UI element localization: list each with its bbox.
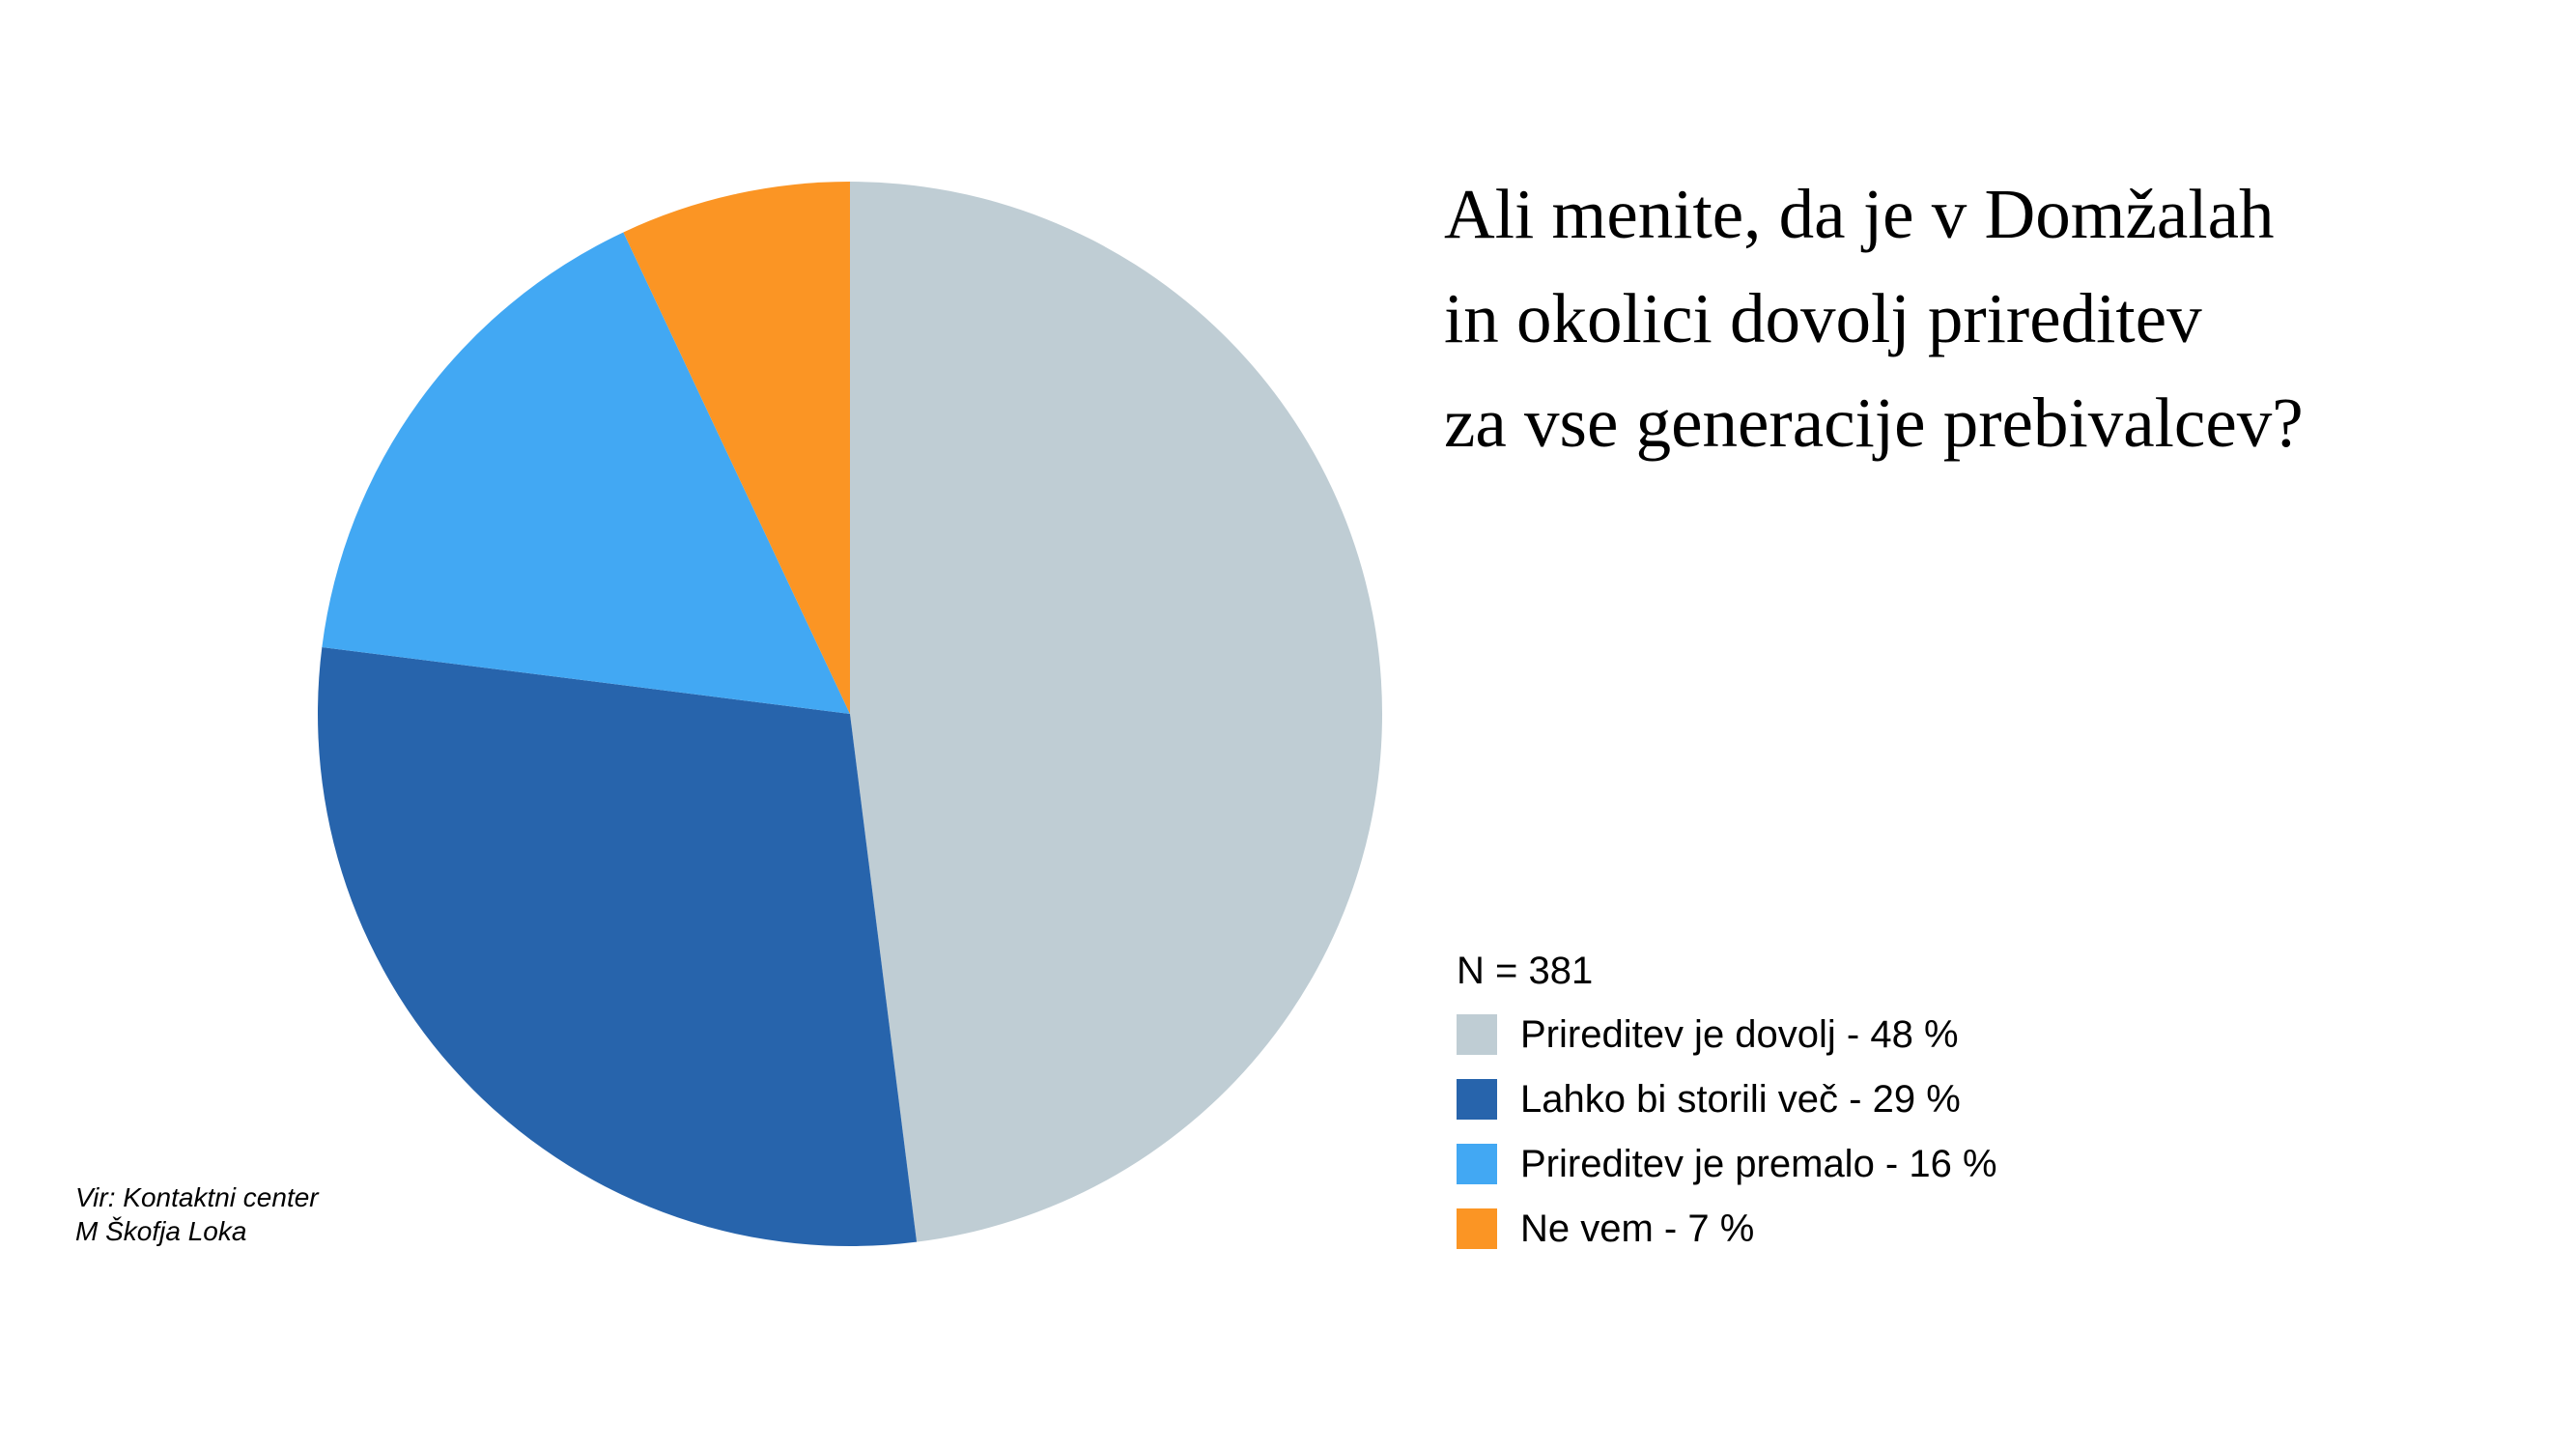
legend-swatch <box>1457 1014 1497 1055</box>
pie-slice <box>623 182 850 714</box>
legend-swatch <box>1457 1079 1497 1120</box>
chart-title-line: in okolici dovolj prireditev <box>1444 279 2202 357</box>
sample-size-label: N = 381 <box>1457 950 1594 992</box>
legend-label: Ne vem - 7 % <box>1520 1208 1755 1250</box>
chart-title: Ali menite, da je v Domžalah in okolici … <box>1444 162 2526 475</box>
source-line: M Škofja Loka <box>75 1216 247 1246</box>
legend-item: Ne vem - 7 % <box>1457 1203 1997 1255</box>
legend-item: Prireditev je dovolj - 48 % <box>1457 1009 1997 1061</box>
legend: N = 381 Prireditev je dovolj - 48 % Lahk… <box>1457 947 1997 1267</box>
legend-label: Lahko bi storili več - 29 % <box>1520 1078 1961 1121</box>
chart-title-line: Ali menite, da je v Domžalah <box>1444 175 2275 253</box>
legend-item: Lahko bi storili več - 29 % <box>1457 1073 1997 1125</box>
legend-swatch <box>1457 1144 1497 1184</box>
legend-item: Prireditev je premalo - 16 % <box>1457 1138 1997 1190</box>
pie-slice <box>317 646 918 1246</box>
legend-label: Prireditev je dovolj - 48 % <box>1520 1013 1959 1056</box>
legend-swatch <box>1457 1208 1497 1249</box>
source-note: Vir: Kontaktni center M Škofja Loka <box>75 1180 319 1248</box>
legend-label: Prireditev je premalo - 16 % <box>1520 1143 1997 1185</box>
source-line: Vir: Kontaktni center <box>75 1182 319 1212</box>
chart-title-line: za vse generacije prebivalcev? <box>1444 384 2304 462</box>
pie-slice <box>850 182 1383 1242</box>
pie-slice <box>322 232 850 714</box>
